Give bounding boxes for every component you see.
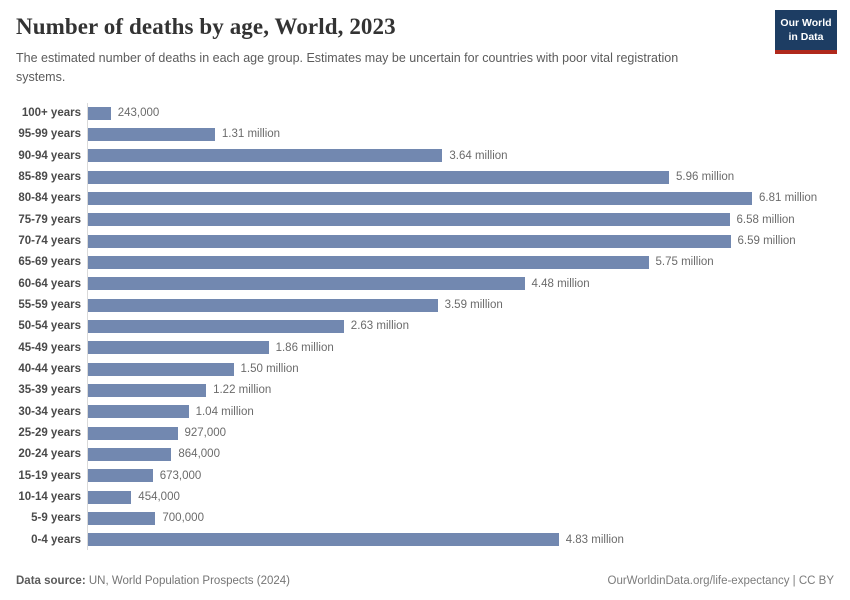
- chart-row: 10-14 years 454,000: [16, 486, 834, 507]
- chart-row: 60-64 years 4.48 million: [16, 273, 834, 294]
- age-group-label: 0-4 years: [31, 533, 81, 546]
- age-group-label: 80-84 years: [18, 192, 81, 205]
- owid-logo-line2: in Data: [788, 30, 824, 43]
- chart-row: 20-24 years 864,000: [16, 444, 834, 465]
- chart-row: 30-34 years 1.04 million: [16, 401, 834, 422]
- bar[interactable]: [87, 426, 178, 440]
- value-label: 2.63 million: [350, 320, 409, 333]
- bar[interactable]: [87, 106, 111, 120]
- chart-row: 75-79 years 6.58 million: [16, 209, 834, 230]
- chart-row: 50-54 years 2.63 million: [16, 316, 834, 337]
- bar[interactable]: [87, 490, 132, 504]
- value-label: 6.58 million: [736, 213, 795, 226]
- chart-row: 85-89 years 5.96 million: [16, 166, 834, 187]
- value-label: 3.59 million: [444, 299, 503, 312]
- value-label: 454,000: [138, 491, 180, 504]
- value-label: 1.31 million: [221, 128, 281, 141]
- owid-logo-line1: Our World: [780, 17, 832, 29]
- chart-row: 95-99 years 1.31 million: [16, 124, 834, 145]
- bar[interactable]: [87, 447, 172, 461]
- chart-row: 80-84 years 6.81 million: [16, 188, 834, 209]
- value-label: 1.86 million: [275, 341, 334, 354]
- data-source-value: UN, World Population Prospects (2024): [85, 575, 290, 587]
- data-source-label: Data source:: [16, 575, 86, 587]
- page-subtitle: The estimated number of deaths in each a…: [16, 51, 679, 84]
- value-label: 864,000: [178, 448, 220, 461]
- age-group-label: 70-74 years: [18, 235, 81, 248]
- value-label: 3.64 million: [449, 149, 508, 162]
- age-group-label: 30-34 years: [18, 405, 81, 418]
- age-group-label: 90-94 years: [18, 149, 81, 162]
- age-group-label: 10-14 years: [18, 491, 81, 504]
- age-group-label: 15-19 years: [18, 469, 81, 482]
- age-group-label: 45-49 years: [18, 341, 81, 354]
- bar[interactable]: [87, 191, 752, 205]
- value-label: 4.48 million: [531, 277, 590, 290]
- credit-link[interactable]: OurWorldinData.org/life-expectancy | CC …: [607, 575, 834, 587]
- chart-row: 90-94 years 3.64 million: [16, 145, 834, 166]
- bar-chart: 100+ years 243,000 95-99 years 1.31 million…: [16, 102, 834, 551]
- value-label: 1.22 million: [213, 384, 272, 397]
- bar[interactable]: [87, 533, 559, 547]
- bar[interactable]: [87, 383, 207, 397]
- chart-row: 70-74 years 6.59 million: [16, 230, 834, 251]
- age-group-label: 20-24 years: [18, 448, 81, 461]
- age-group-label: 5-9 years: [31, 512, 81, 525]
- age-group-label: 35-39 years: [18, 384, 81, 397]
- owid-logo[interactable]: Our World in Data: [775, 10, 837, 55]
- data-source: Data source: UN, World Population Prospe…: [16, 575, 290, 587]
- bar[interactable]: [87, 341, 269, 355]
- value-label: 5.75 million: [655, 256, 714, 269]
- bar[interactable]: [87, 127, 215, 141]
- value-label: 243,000: [117, 107, 160, 120]
- value-label: 700,000: [162, 512, 204, 525]
- y-axis-line: [87, 102, 88, 551]
- chart-row: 65-69 years 5.75 million: [16, 252, 834, 273]
- page-title: Number of deaths by age, World, 2023: [16, 14, 396, 39]
- value-label: 6.81 million: [759, 192, 818, 205]
- value-label: 6.59 million: [737, 235, 796, 248]
- chart-header: Number of deaths by age, World, 2023 The…: [0, 0, 850, 87]
- bar[interactable]: [87, 213, 730, 227]
- value-label: 1.50 million: [240, 363, 299, 376]
- bar[interactable]: [87, 170, 669, 184]
- bar[interactable]: [87, 234, 731, 248]
- chart-row: 15-19 years 673,000: [16, 465, 834, 486]
- age-group-label: 75-79 years: [18, 213, 81, 226]
- chart-row: 55-59 years 3.59 million: [16, 294, 834, 315]
- chart-row: 25-29 years 927,000: [16, 422, 834, 443]
- age-group-label: 65-69 years: [18, 256, 81, 269]
- age-group-label: 100+ years: [21, 107, 81, 120]
- age-group-label: 25-29 years: [18, 427, 81, 440]
- bar[interactable]: [87, 255, 649, 269]
- age-group-label: 50-54 years: [18, 320, 81, 333]
- bar[interactable]: [87, 319, 344, 333]
- value-label: 927,000: [184, 427, 227, 440]
- chart-row: 0-4 years 4.83 million: [16, 529, 834, 550]
- chart-row: 40-44 years 1.50 million: [16, 358, 834, 379]
- bar[interactable]: [87, 277, 525, 291]
- chart-row: 35-39 years 1.22 million: [16, 380, 834, 401]
- value-label: 4.83 million: [565, 533, 624, 546]
- chart-row: 45-49 years 1.86 million: [16, 337, 834, 358]
- age-group-label: 85-89 years: [18, 171, 81, 184]
- value-label: 673,000: [159, 469, 202, 482]
- bar[interactable]: [87, 298, 438, 312]
- value-label: 5.96 million: [676, 171, 735, 184]
- chart-row: 5-9 years 700,000: [16, 508, 834, 529]
- bar[interactable]: [87, 469, 153, 483]
- bar[interactable]: [87, 149, 443, 163]
- age-group-label: 60-64 years: [18, 277, 81, 290]
- bar[interactable]: [87, 405, 189, 419]
- age-group-label: 55-59 years: [18, 299, 81, 312]
- age-group-label: 40-44 years: [18, 363, 81, 376]
- bar[interactable]: [87, 511, 156, 525]
- chart-footer: Data source: UN, World Population Prospe…: [16, 575, 834, 587]
- value-label: 1.04 million: [195, 405, 254, 418]
- chart-rows: 100+ years 243,000 95-99 years 1.31 million…: [16, 103, 834, 551]
- bar[interactable]: [87, 362, 234, 376]
- chart-row: 100+ years 243,000: [16, 103, 834, 124]
- age-group-label: 95-99 years: [18, 128, 81, 141]
